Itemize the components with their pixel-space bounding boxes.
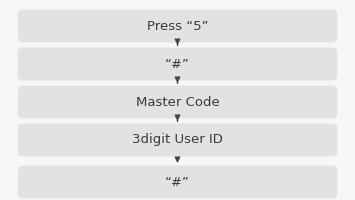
Text: Master Code: Master Code <box>136 96 219 108</box>
Text: “#”: “#” <box>165 176 190 188</box>
Text: 3digit User ID: 3digit User ID <box>132 134 223 146</box>
Text: Press “5”: Press “5” <box>147 20 208 32</box>
FancyBboxPatch shape <box>18 86 337 118</box>
Text: “#”: “#” <box>165 58 190 71</box>
FancyBboxPatch shape <box>18 166 337 198</box>
FancyBboxPatch shape <box>18 47 337 80</box>
FancyBboxPatch shape <box>18 9 337 43</box>
FancyBboxPatch shape <box>18 123 337 156</box>
